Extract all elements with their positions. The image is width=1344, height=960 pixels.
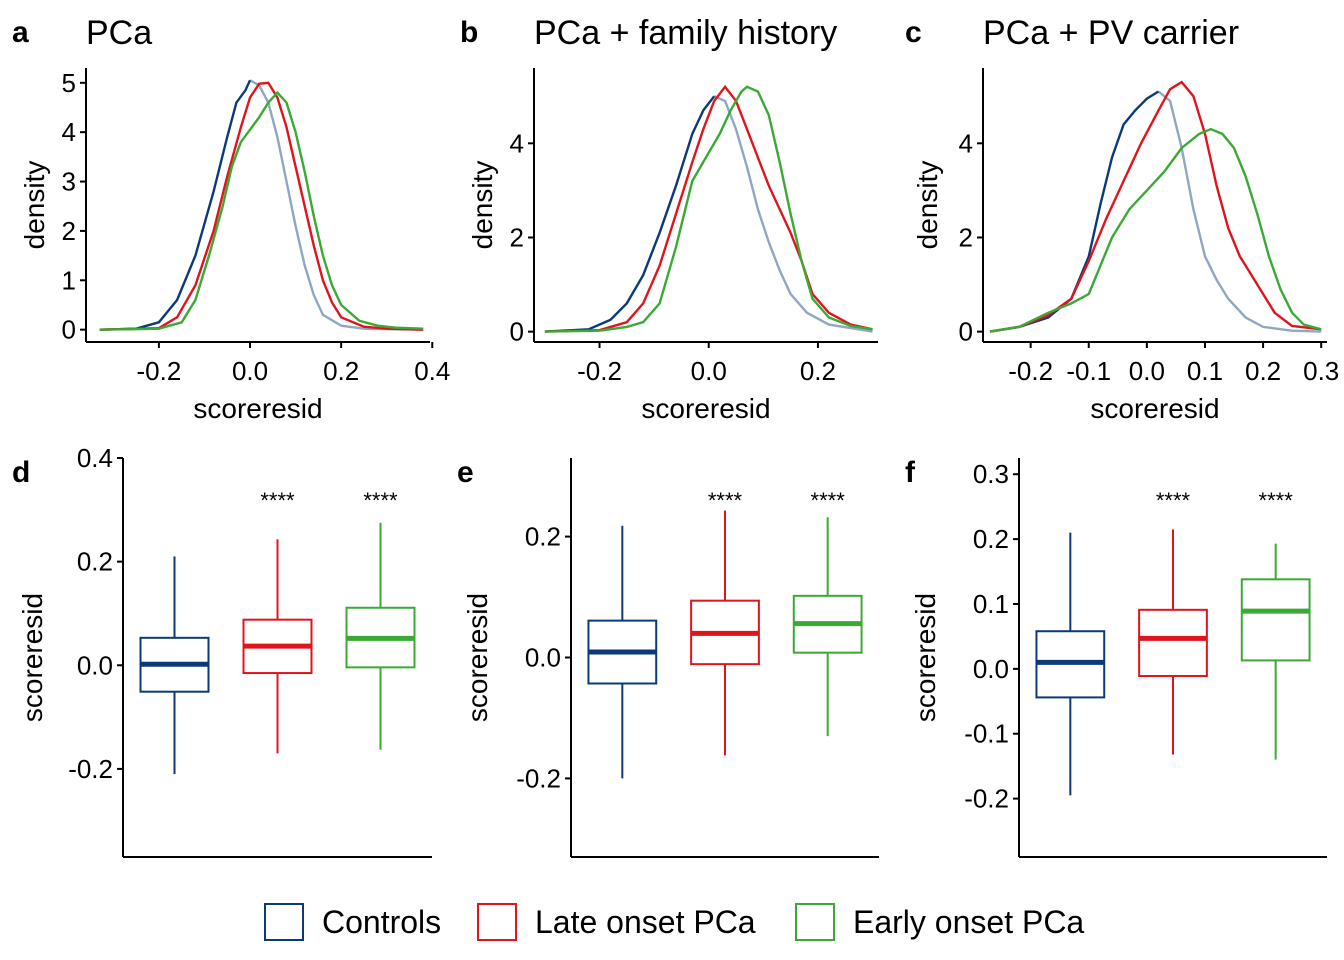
y-tick-label-f: 0.1 [973,589,1009,619]
panel-e: e -0.2 0.0 0.2 scoreresid **** **** [457,456,879,858]
x-axis-label-b: scoreresid [641,393,770,424]
y-axis-label-a: density [19,161,50,250]
legend-label-early-onset: Early onset PCa [853,903,1085,940]
y-tick-label-f: -0.1 [964,719,1009,749]
significance-label-late-onset-pca: **** [1156,488,1191,513]
significance-label-early-onset-pca: **** [811,488,846,513]
panel-letter-b: b [460,16,478,49]
y-tick-label-c: 2 [959,222,973,252]
panel-a: a PCa 0 1 2 3 4 5 density -0.2 0.0 0.2 0.4 scoreresid [12,14,450,424]
y-tick-label-e: 0.0 [525,643,561,673]
panel-title-c: PCa + PV carrier [983,14,1239,52]
x-tick-label-c: 0.3 [1303,356,1339,386]
significance-label-late-onset-pca: **** [260,488,295,513]
x-tick-label-b: 0.2 [800,356,836,386]
panel-d: d -0.2 0.0 0.2 0.4 scoreresid **** **** [12,443,432,858]
box-early-onset-pca [1240,578,1311,662]
x-tick-label-a: 0.2 [323,356,359,386]
x-tick-label-c: 0.1 [1187,356,1223,386]
x-tick-label-c: 0.0 [1129,356,1165,386]
y-axis-label-d: scoreresid [17,593,48,722]
density-line-tail-controls [713,95,873,333]
significance-label-late-onset-pca: **** [708,488,743,513]
y-tick-label-b: 4 [510,128,524,158]
density-line-early-onset-pca [99,90,424,331]
panel-c: c PCa + PV carrier 0 2 4 density -0.2 -0.1 0.0 0.… [905,14,1339,424]
y-tick-label-a: 1 [62,265,76,295]
y-tick-label-a: 2 [62,216,76,246]
legend-key-late-onset [477,903,517,941]
legend-item-controls: Controls [264,900,441,944]
x-tick-label-c: -0.2 [1008,356,1053,386]
y-tick-label-c: 4 [959,128,973,158]
y-axis-label-b: density [467,161,498,250]
panel-f: f -0.2 -0.1 0.0 0.1 0.2 0.3 scoreresid **** **** [905,456,1327,858]
panel-letter-e: e [457,456,474,489]
panel-title-b: PCa + family history [534,14,837,52]
panel-letter-d: d [12,456,30,489]
y-axis-label-c: density [912,161,943,250]
y-tick-label-f: 0.0 [973,654,1009,684]
significance-label-early-onset-pca: **** [1259,488,1294,513]
x-tick-label-b: -0.2 [577,356,622,386]
legend-label-late-onset: Late onset PCa [535,903,756,940]
y-tick-label-d: 0.0 [77,650,113,680]
density-line-early-onset-pca [989,127,1322,333]
panel-letter-f: f [905,456,916,489]
y-axis-label-e: scoreresid [462,593,493,722]
legend-key-controls [264,903,304,941]
x-tick-label-a: 0.4 [414,356,450,386]
significance-label-early-onset-pca: **** [363,488,398,513]
y-tick-label-f: 0.3 [973,459,1009,489]
density-line-late-onset-pca [99,81,424,331]
panel-letter-c: c [905,16,922,49]
y-tick-label-a: 0 [62,315,76,345]
y-axis-label-f: scoreresid [910,593,941,722]
y-tick-label-a: 5 [62,68,76,98]
legend-label-controls: Controls [322,903,442,940]
box-late-onset-pca [1138,608,1208,677]
y-tick-label-e: 0.2 [525,522,561,552]
legend-item-early-onset: Early onset PCa [795,900,1084,944]
legend-item-late-onset: Late onset PCa [477,900,756,944]
y-tick-label-d: 0.4 [77,443,113,473]
x-axis-label-a: scoreresid [193,393,322,424]
y-tick-label-a: 4 [62,117,76,147]
y-tick-label-b: 0 [510,317,524,347]
panel-b: b PCa + family history 0 2 4 density -0.2 0.0 0.… [460,14,878,424]
x-tick-label-b: 0.0 [691,356,727,386]
y-tick-label-a: 3 [62,167,76,197]
density-line-late-onset-pca [544,84,873,333]
density-line-early-onset-pca [544,85,873,333]
y-tick-label-c: 0 [959,317,973,347]
density-line-tail-controls [1157,90,1322,333]
density-line-late-onset-pca [989,80,1322,333]
x-tick-label-c: -0.1 [1066,356,1111,386]
density-line-controls [544,95,716,333]
panel-title-a: PCa [86,14,152,52]
x-axis-label-c: scoreresid [1090,393,1219,424]
x-tick-label-a: 0.0 [232,356,268,386]
y-tick-label-f: -0.2 [964,784,1009,814]
y-tick-label-d: -0.2 [68,754,113,784]
x-tick-label-a: -0.2 [136,356,181,386]
panel-letter-a: a [12,16,29,49]
y-tick-label-e: -0.2 [516,763,561,793]
density-line-controls [989,90,1160,333]
x-tick-label-c: 0.2 [1245,356,1281,386]
y-tick-label-f: 0.2 [973,524,1009,554]
density-line-controls [99,79,252,331]
density-line-tail-controls [249,79,424,331]
legend-key-early-onset [795,903,835,941]
y-tick-label-b: 2 [510,222,524,252]
y-tick-label-d: 0.2 [77,547,113,577]
legend: Controls Late onset PCa Early onset PCa [0,880,1344,960]
